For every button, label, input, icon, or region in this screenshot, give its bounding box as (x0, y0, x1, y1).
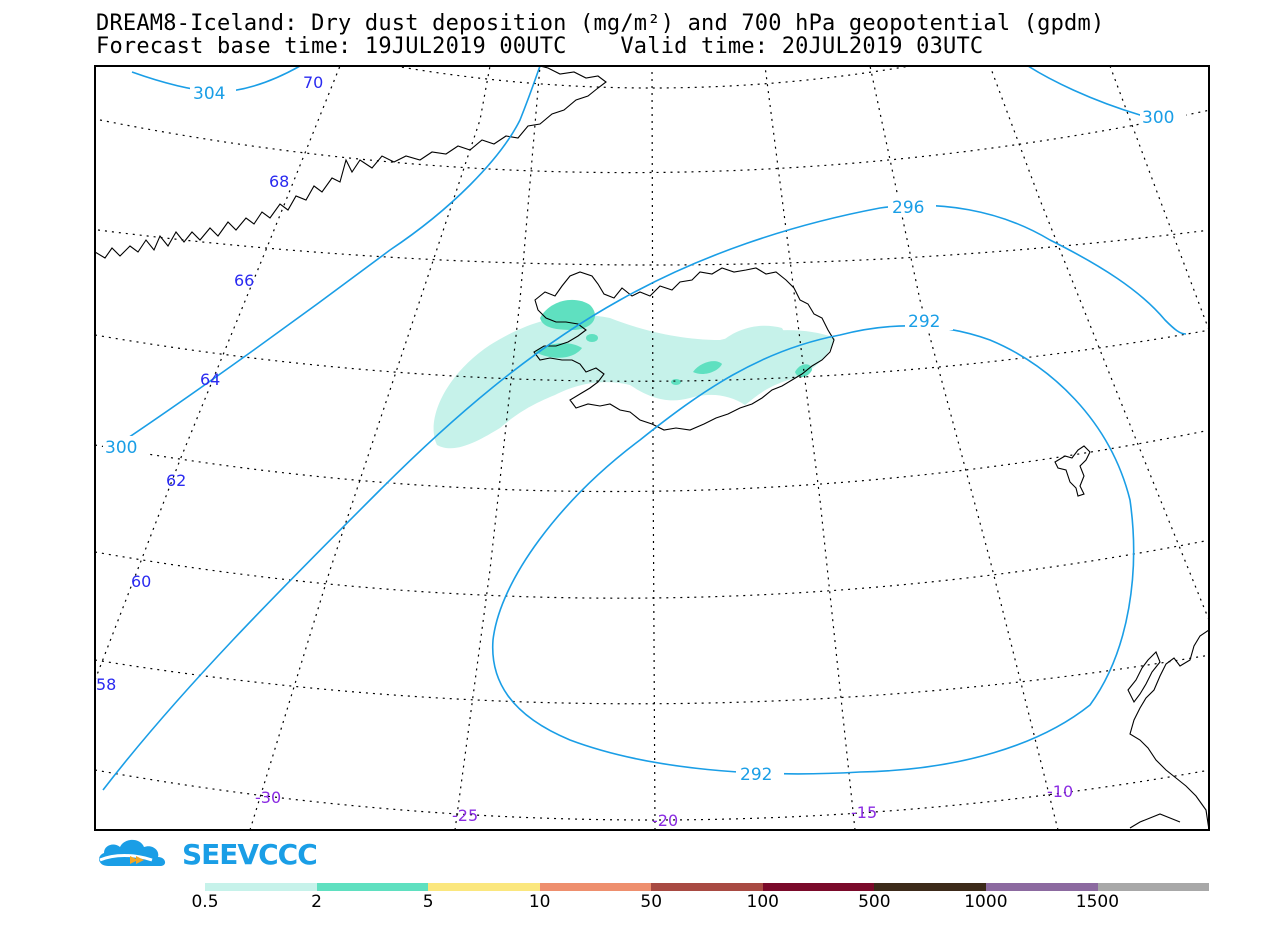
contour-label-304: 304 (193, 84, 225, 104)
lat-label-64: 64 (200, 370, 220, 389)
parallel-line (95, 654, 1209, 705)
scotland-coast (1129, 629, 1209, 830)
cloud-arrow-icon (94, 834, 180, 874)
legend-label-1: 2 (311, 892, 322, 912)
parallel-line (95, 539, 1209, 599)
contour-300-west (102, 204, 1187, 791)
parallel-line (95, 429, 1209, 493)
meridian-line (249, 66, 491, 830)
legend-swatch-4 (651, 883, 763, 891)
legend-swatch-5 (762, 883, 875, 891)
contour-300-diagonal (109, 66, 541, 451)
lat-label-68: 68 (269, 172, 289, 191)
legend-swatch-3 (539, 883, 652, 891)
lat-label-58: 58 (96, 675, 116, 694)
lon-label-15w: -15 (851, 803, 877, 822)
contour-292 (491, 324, 1135, 775)
lat-label-70: 70 (303, 73, 323, 92)
legend-labels: 0.5 2 5 10 50 100 500 1000 1500 (0, 892, 1271, 912)
lat-label-60: 60 (131, 572, 151, 591)
dust-area-mid-6 (586, 334, 598, 342)
meridian-line (454, 66, 541, 830)
legend-label-5: 100 (746, 892, 779, 912)
iceland-coast (533, 267, 835, 431)
legend-swatch-6 (874, 883, 986, 891)
meridian-line (1109, 66, 1209, 331)
contour-label-300-ne: 300 (1142, 108, 1174, 128)
meridian-line (764, 66, 856, 830)
meridian-line (869, 66, 1059, 830)
lat-label-62: 62 (166, 471, 186, 490)
dust-area-mid-1 (540, 299, 595, 330)
lon-label-30w: -30 (255, 788, 281, 807)
title-line-2: Forecast base time: 19JUL2019 00UTC Vali… (96, 34, 984, 59)
dust-area-mid-3 (693, 361, 722, 375)
lon-label-25w: -25 (452, 806, 478, 825)
coastlines (95, 66, 1209, 830)
greenland-coast (95, 66, 607, 259)
contour-label-300-west: 300 (105, 438, 137, 458)
legend-label-4: 50 (640, 892, 663, 912)
map-frame (94, 65, 1210, 831)
contour-label-292-north: 292 (908, 312, 940, 332)
dust-deposition-layer (433, 299, 835, 449)
lon-label-20w: -20 (652, 811, 678, 830)
contour-labels: 304 300 300 296 292 292 (103, 82, 1186, 785)
meridian-line (651, 66, 656, 830)
seevccc-logo: SEEVCCC (182, 838, 318, 871)
ireland-coast (1129, 813, 1181, 829)
contour-label-292-south: 292 (740, 765, 772, 785)
lon-label-10w: -10 (1047, 782, 1073, 801)
legend-label-6: 500 (858, 892, 891, 912)
legend-swatch-8 (1097, 883, 1210, 891)
legend-label-0: 0.5 (191, 892, 219, 912)
legend-label-7: 1000 (964, 892, 1008, 912)
legend-swatch-7 (985, 883, 1098, 891)
legend-label-3: 10 (528, 892, 551, 912)
dust-area-mid-5 (671, 379, 681, 385)
lat-label-66: 66 (234, 271, 254, 290)
longitude-labels: -30 -25 -20 -15 -10 (255, 782, 1073, 830)
legend-colorbar (205, 883, 1210, 891)
parallel-line (394, 66, 911, 89)
legend-swatch-2 (428, 883, 540, 891)
legend-swatch-1 (316, 883, 429, 891)
meridian-line (95, 66, 341, 681)
legend-label-8: 1500 (1075, 892, 1120, 912)
faroe-islands-coast (1054, 445, 1091, 497)
latitude-labels: 70 68 66 64 62 60 58 (96, 73, 323, 694)
dust-area-light-2 (718, 325, 785, 361)
contour-label-296: 296 (892, 198, 924, 218)
title-line-1: DREAM8-Iceland: Dry dust deposition (mg/… (96, 11, 1105, 36)
parallel-line (99, 109, 1209, 174)
meridian-line (989, 66, 1209, 621)
hebrides-coast (1127, 651, 1161, 704)
graticule (95, 66, 1209, 830)
legend-swatch-0 (205, 883, 317, 891)
legend-label-2: 5 (422, 892, 434, 912)
